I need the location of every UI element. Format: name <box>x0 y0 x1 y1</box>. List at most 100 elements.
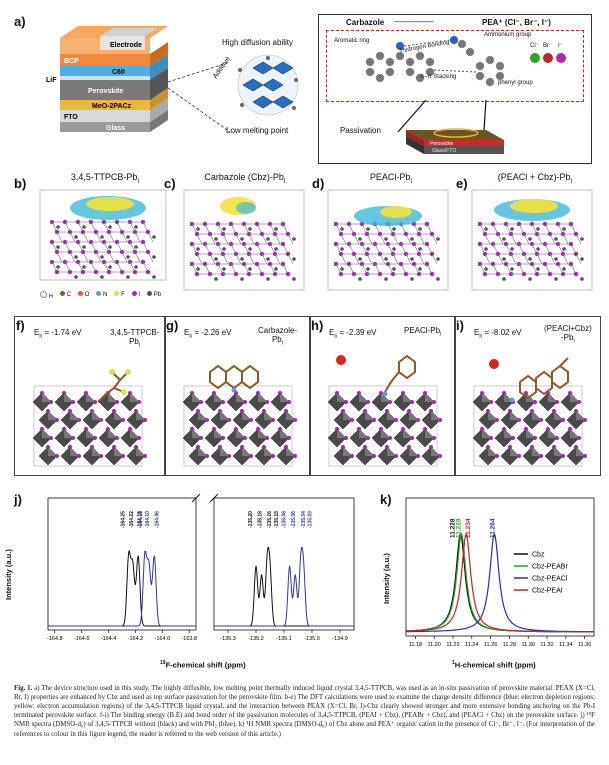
j-right-tick-label: -135.3 <box>220 636 236 642</box>
k-tick-label: 11.24 <box>465 642 478 648</box>
legend-n: N <box>96 291 107 300</box>
k-tick-label: 11.34 <box>559 642 572 648</box>
molecule-interaction-diagram <box>365 36 566 87</box>
panel-h-eb: Eb = -2.39 eV <box>329 328 377 340</box>
layer-perovskite <box>60 68 168 100</box>
panel-i-box <box>454 316 601 476</box>
pistack-label: π–π Stacking <box>420 74 457 80</box>
j-peak-label-black: -135.20 <box>248 511 254 528</box>
k-ylabel: Intensity (a.u.) <box>382 553 391 604</box>
panel-h-structure <box>327 354 442 467</box>
k-tick-label: 11.28 <box>503 642 516 648</box>
panel-f-eb: Eb = -1.74 eV <box>34 328 82 340</box>
j-peak-label-black: -135.15 <box>274 511 280 528</box>
ammonium-label: Ammonium group <box>484 32 532 38</box>
melting-label: Low melting point <box>226 126 289 135</box>
panel-i-eb: Eb = -8.02 eV <box>474 328 522 340</box>
j-right-tick-label: -134.9 <box>332 636 348 642</box>
panel-h-name: PEACl-PbI <box>404 326 442 338</box>
panel-f-name: 3,4,5-TTPCB- PbI <box>110 328 160 349</box>
k-xlabel: 1H-chemical shift (ppm) <box>452 660 536 670</box>
passivation-mechanism-panel <box>318 14 592 164</box>
molecule-dashed-box <box>326 30 584 102</box>
caption-fig-label: Fig. 1. <box>14 685 33 692</box>
panel-b-title: 3,4,5-TTPCB-PbI <box>70 172 140 185</box>
legend-h: H <box>40 291 53 300</box>
legend-o: O <box>78 291 89 300</box>
k-series-line <box>406 532 594 633</box>
panel-b-label: b) <box>14 176 27 191</box>
layer-label-glass: Glass <box>106 125 125 132</box>
passivation-label: Passivation <box>340 126 381 135</box>
stack-perovskite-label: Perovskite <box>430 141 454 147</box>
j-peak-label-black: -135.18 <box>258 511 264 528</box>
device-stack-diagram: Electrode BCP C60 LiF Perovskite MeO-2PA… <box>46 26 231 133</box>
layer-electrode <box>60 26 168 54</box>
k-tick-label: 11.18 <box>409 642 422 648</box>
panel-i-name: (PEACl+Cbz) -PbI <box>544 324 592 345</box>
pea-title: PEA⁺ (Cl⁻, Br⁻, I⁻) <box>482 18 551 27</box>
layer-c60 <box>60 54 168 80</box>
layer-label-meo: MeO-2PACz <box>92 103 132 110</box>
j-left-tick-label: -164.6 <box>74 636 90 642</box>
j-left-blue-series <box>48 550 196 627</box>
layer-bcp <box>60 42 168 66</box>
j-peak-label-blue: -135.06 <box>291 511 297 528</box>
panel-i-label: i) <box>456 318 464 333</box>
j-peak-label-blue: -135.04 <box>301 511 307 528</box>
k-legend-label: Cbz-PEACl <box>532 576 568 583</box>
k-tick-label: 11.22 <box>446 642 459 648</box>
legend-c: C <box>60 291 71 300</box>
nmr-1h-chart: 11.18 11.20 11.22 11.24 11.26 11.28 11.30 11.32… <box>405 497 595 648</box>
k-tick-label: 11.20 <box>428 642 441 648</box>
panel-f-structure <box>32 369 147 467</box>
panel-i-structure <box>472 357 587 467</box>
stack-glass-label: Glass/FTO <box>432 148 457 154</box>
j-left-tick-label: -163.8 <box>181 636 197 642</box>
panel-c-label: c) <box>164 176 176 191</box>
j-ylabel: Intensity (a.u.) <box>4 549 13 600</box>
panel-c-title: Carbazole (Cbz)-PbI <box>204 172 286 185</box>
layer-label-electrode: Electrode <box>110 42 142 49</box>
atom-legend: H C O N F I Pb <box>40 291 161 300</box>
layer-fto <box>60 98 168 122</box>
layer-label-fto: FTO <box>64 114 78 121</box>
j-break-top-right <box>209 493 219 503</box>
panel-a-label: a) <box>14 14 26 29</box>
panel-d-label: d) <box>312 176 325 191</box>
k-tick-label: 11.26 <box>484 642 497 648</box>
panel-d-structure <box>327 189 449 291</box>
j-right-black-series <box>214 547 354 627</box>
j-right-tick-label: -135.0 <box>304 636 320 642</box>
panel-e-title: (PEACl + Cbz)-PbI <box>497 172 573 185</box>
k-legend-label: Cbz <box>532 552 545 559</box>
k-legend-label: Cbz-PEAI <box>532 588 563 595</box>
j-peak-label-blue: -135.08 <box>282 511 288 528</box>
carbazole-title: Carbazole <box>346 18 385 27</box>
perovskite-crystal-image <box>237 54 299 116</box>
passivation-stack-image <box>397 99 504 154</box>
nmr-19f-chart: -164.8 -164.6 -164.4 -164.2 -164.0 -163.8 -135… <box>47 493 355 642</box>
layer-label-bcp: BCP <box>64 58 79 65</box>
j-left-tick-label: -164.0 <box>155 636 171 642</box>
j-peak-label-blue: -135.03 <box>308 511 314 528</box>
panel-g-box <box>164 316 311 476</box>
panel-f-label: f) <box>16 318 25 333</box>
panel-g-structure <box>182 364 297 467</box>
k-tick-label: 11.30 <box>522 642 535 648</box>
panel-f-box <box>14 316 166 476</box>
j-peak-label-blue: -164.13 <box>137 511 143 528</box>
j-peak-label-black: -135.16 <box>267 511 273 528</box>
j-left-black-series <box>48 549 196 627</box>
j-break-top <box>191 493 201 503</box>
j-xlabel: 19F-chemical shift (ppm) <box>160 660 246 670</box>
halide-i: I⁻ <box>558 43 563 49</box>
halide-cl: Cl⁻ <box>530 43 539 49</box>
j-right-tick-label: -135.2 <box>248 636 264 642</box>
panel-j-label: j) <box>14 492 22 507</box>
panel-b-structure <box>39 189 167 281</box>
panel-g-name: Carbazole- PbI <box>258 326 298 347</box>
panel-c-structure <box>183 189 305 291</box>
panel-h-box <box>309 316 456 476</box>
k-legend-label: Cbz-PEABr <box>532 564 568 571</box>
